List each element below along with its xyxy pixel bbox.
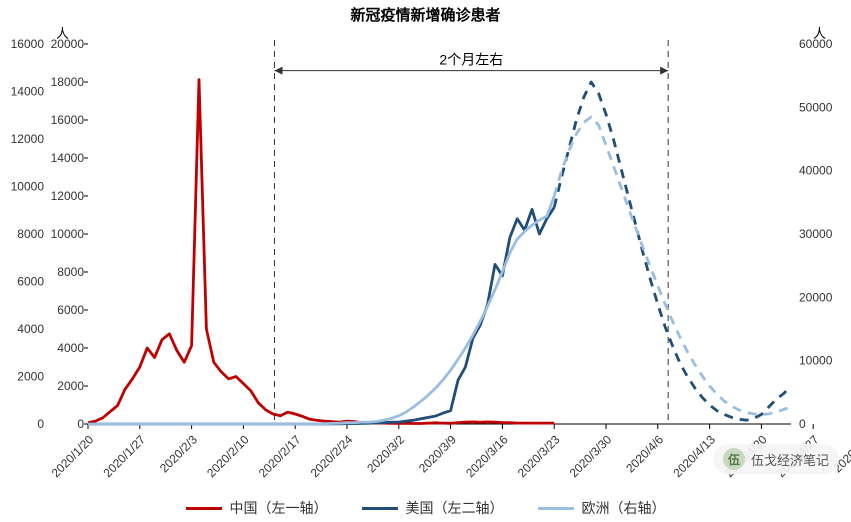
legend: 中国（左一轴） 美国（左二轴） 欧洲（右轴） [0, 498, 851, 518]
legend-label: 美国（左二轴） [406, 498, 504, 518]
watermark-icon: 伍 [723, 448, 745, 470]
svg-text:2020/2/17: 2020/2/17 [256, 432, 304, 480]
svg-text:14000: 14000 [51, 151, 85, 165]
svg-text:20000: 20000 [799, 290, 833, 304]
watermark-text: 伍戈经济笔记 [751, 450, 829, 469]
svg-text:14000: 14000 [11, 85, 45, 99]
svg-text:20000: 20000 [51, 37, 85, 51]
svg-text:12000: 12000 [11, 132, 45, 146]
legend-swatch [186, 507, 222, 510]
svg-text:6000: 6000 [57, 303, 84, 317]
svg-text:40000: 40000 [799, 164, 833, 178]
svg-text:2000: 2000 [57, 379, 84, 393]
svg-text:8000: 8000 [57, 265, 84, 279]
svg-text:4000: 4000 [57, 341, 84, 355]
legend-item: 美国（左二轴） [362, 498, 504, 518]
svg-text:10000: 10000 [799, 354, 833, 368]
svg-text:60000: 60000 [799, 37, 833, 51]
svg-text:2020/2/24: 2020/2/24 [308, 432, 356, 480]
watermark-badge: 伍 伍戈经济笔记 [713, 444, 839, 474]
svg-text:2020/2/10: 2020/2/10 [204, 432, 252, 480]
svg-text:2020/3/16: 2020/3/16 [463, 432, 511, 480]
svg-text:2020/4/13: 2020/4/13 [670, 432, 718, 480]
svg-text:2020/4/6: 2020/4/6 [623, 432, 666, 475]
svg-text:2020/1/27: 2020/1/27 [100, 432, 148, 480]
svg-text:2020/3/2: 2020/3/2 [364, 432, 407, 475]
legend-swatch [362, 507, 398, 510]
svg-text:50000: 50000 [799, 100, 833, 114]
legend-item: 中国（左一轴） [186, 498, 328, 518]
svg-text:新冠疫情新增确诊患者: 新冠疫情新增确诊患者 [350, 6, 500, 24]
legend-label: 欧洲（右轴） [582, 498, 666, 518]
svg-text:2000: 2000 [17, 370, 44, 384]
svg-text:8000: 8000 [17, 227, 44, 241]
svg-text:4000: 4000 [17, 322, 44, 336]
svg-text:0: 0 [799, 417, 806, 431]
svg-text:6000: 6000 [17, 275, 44, 289]
legend-swatch [538, 507, 574, 510]
svg-text:10000: 10000 [51, 227, 85, 241]
svg-text:30000: 30000 [799, 227, 833, 241]
svg-text:2020/3/30: 2020/3/30 [567, 432, 615, 480]
svg-text:2020/2/3: 2020/2/3 [157, 432, 200, 475]
svg-text:12000: 12000 [51, 189, 85, 203]
chart-container: 新冠疫情新增确诊患者人人2020/1/202020/1/272020/2/320… [0, 0, 851, 522]
svg-text:2个月左右: 2个月左右 [439, 52, 503, 68]
svg-text:2020/1/20: 2020/1/20 [49, 432, 97, 480]
svg-text:16000: 16000 [51, 113, 85, 127]
svg-text:16000: 16000 [11, 37, 45, 51]
svg-text:18000: 18000 [51, 75, 85, 89]
svg-text:0: 0 [37, 417, 44, 431]
legend-item: 欧洲（右轴） [538, 498, 666, 518]
svg-text:10000: 10000 [11, 180, 45, 194]
legend-label: 中国（左一轴） [230, 498, 328, 518]
svg-text:2020/3/9: 2020/3/9 [416, 432, 459, 475]
svg-text:2020/3/23: 2020/3/23 [515, 432, 563, 480]
svg-text:0: 0 [77, 417, 84, 431]
